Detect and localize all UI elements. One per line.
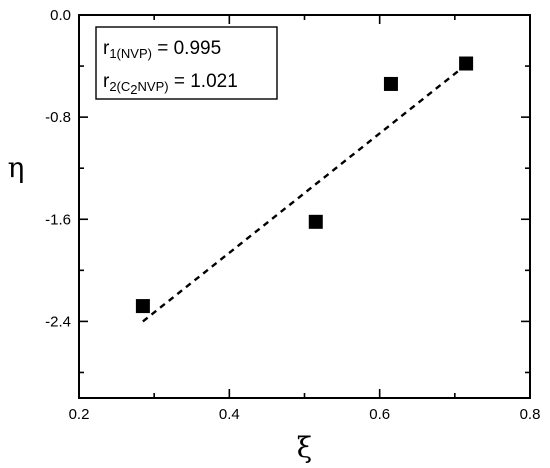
legend-line-2-main: r [103, 71, 110, 92]
legend-box: r1(NVP) = 0.995 r2(C2NVP) = 1.021 [95, 26, 278, 100]
legend-frame [95, 26, 278, 100]
y-tick-label: 0.0 [50, 7, 71, 24]
x-axis-label: ξ [297, 431, 312, 464]
tick-labels: 0.2 0.4 0.6 0.8 0.0 -0.8 -1.6 -2.4 [45, 7, 540, 423]
x-tick-label: 0.4 [219, 406, 240, 423]
legend-line-1-value: = 0.995 [152, 38, 221, 59]
data-points [135, 56, 474, 314]
plot-frame [78, 14, 531, 399]
legend-line-2-sub-a: 2(C [109, 79, 130, 94]
legend-line-2-value: = 1.021 [169, 71, 238, 92]
data-point [383, 76, 398, 91]
legend-line-2-sub-b: 2 [130, 82, 137, 97]
y-axis-label: η [8, 151, 25, 184]
legend-line-1-main: r [103, 38, 110, 59]
x-tick-label: 0.2 [69, 406, 90, 423]
data-point [459, 56, 474, 71]
fit-line [142, 63, 467, 323]
data-point [308, 214, 323, 229]
data-point [135, 299, 150, 314]
y-tick-label: -2.4 [45, 313, 71, 330]
x-tick-label: 0.6 [369, 406, 390, 423]
y-tick-label: -0.8 [45, 109, 71, 126]
y-tick-label: -1.6 [45, 211, 71, 228]
x-tick-label: 0.8 [520, 406, 541, 423]
legend-line-2-sub-c: NVP) [138, 79, 169, 94]
legend-line-2: r2(C2NVP) = 1.021 [103, 71, 238, 97]
legend-line-1: r1(NVP) = 0.995 [103, 38, 221, 61]
legend-line-1-sub: 1(NVP) [109, 46, 152, 61]
